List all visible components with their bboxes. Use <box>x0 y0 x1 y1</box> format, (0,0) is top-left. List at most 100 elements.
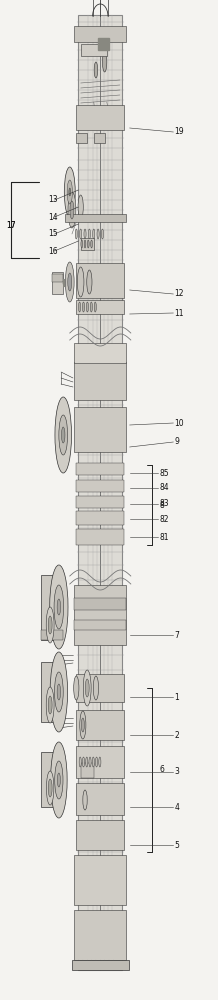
Text: 15: 15 <box>48 230 58 238</box>
Text: 9: 9 <box>174 438 179 446</box>
Polygon shape <box>98 38 109 50</box>
Circle shape <box>48 616 52 634</box>
Circle shape <box>81 240 83 248</box>
Circle shape <box>99 757 101 767</box>
Text: 17: 17 <box>7 221 16 230</box>
Circle shape <box>84 229 86 239</box>
Bar <box>76 674 124 702</box>
Bar <box>65 214 126 222</box>
Circle shape <box>48 696 52 714</box>
Bar <box>41 662 63 722</box>
Circle shape <box>97 229 99 239</box>
Bar <box>74 407 126 452</box>
Circle shape <box>89 757 91 767</box>
Circle shape <box>46 687 54 723</box>
Bar <box>76 529 124 545</box>
Circle shape <box>48 779 52 797</box>
Circle shape <box>46 607 54 643</box>
Text: 10: 10 <box>174 418 184 428</box>
Bar <box>76 511 124 525</box>
Circle shape <box>92 757 94 767</box>
Text: 13: 13 <box>48 196 58 205</box>
Bar <box>74 910 126 960</box>
Circle shape <box>87 270 92 294</box>
Circle shape <box>75 229 77 239</box>
Bar <box>74 362 126 400</box>
Bar <box>81 763 94 778</box>
Bar <box>78 15 122 970</box>
Text: 19: 19 <box>174 127 184 136</box>
Text: 4: 4 <box>174 802 179 812</box>
Text: 16: 16 <box>48 246 58 255</box>
Circle shape <box>101 229 104 239</box>
Circle shape <box>90 302 92 312</box>
Circle shape <box>81 718 84 732</box>
Circle shape <box>68 273 72 291</box>
Circle shape <box>50 652 68 732</box>
Circle shape <box>67 180 72 204</box>
Bar <box>76 300 124 314</box>
Circle shape <box>68 192 76 228</box>
Text: 7: 7 <box>174 631 179 640</box>
Circle shape <box>64 167 75 217</box>
Text: 8: 8 <box>159 500 164 510</box>
Bar <box>81 44 107 56</box>
Bar <box>76 263 124 298</box>
Bar <box>76 783 124 815</box>
Circle shape <box>93 229 95 239</box>
Text: 11: 11 <box>174 308 184 318</box>
Circle shape <box>82 302 85 312</box>
Circle shape <box>86 302 89 312</box>
Text: 14: 14 <box>48 213 58 222</box>
Text: 83: 83 <box>159 499 169 508</box>
Text: 81: 81 <box>159 532 169 542</box>
Circle shape <box>61 427 65 443</box>
Bar <box>74 620 126 630</box>
Bar <box>76 820 124 850</box>
Circle shape <box>86 757 88 767</box>
Circle shape <box>82 757 85 767</box>
Text: 6: 6 <box>159 766 164 774</box>
Circle shape <box>102 52 107 72</box>
Bar <box>81 238 94 250</box>
Circle shape <box>80 711 86 739</box>
Bar <box>74 855 126 905</box>
Bar <box>76 463 124 475</box>
Circle shape <box>95 757 98 767</box>
Circle shape <box>65 262 74 302</box>
Text: 17: 17 <box>7 221 16 230</box>
Text: 12: 12 <box>174 290 184 298</box>
Circle shape <box>87 240 89 248</box>
Bar <box>74 26 126 42</box>
Circle shape <box>57 773 60 787</box>
Circle shape <box>85 679 89 697</box>
Circle shape <box>78 195 83 219</box>
Circle shape <box>83 790 87 810</box>
Text: 3: 3 <box>174 768 179 776</box>
Circle shape <box>57 684 61 700</box>
Bar <box>76 496 124 508</box>
Circle shape <box>57 599 61 615</box>
Circle shape <box>54 585 64 629</box>
Text: 5: 5 <box>174 840 179 850</box>
Text: 1: 1 <box>174 692 179 702</box>
Bar <box>76 746 124 778</box>
Text: 84: 84 <box>159 484 169 492</box>
Circle shape <box>74 676 79 700</box>
Bar <box>74 343 126 363</box>
Text: 82: 82 <box>159 514 169 524</box>
Circle shape <box>46 771 54 805</box>
Circle shape <box>55 761 63 799</box>
Text: 85: 85 <box>159 468 169 478</box>
Circle shape <box>54 672 63 712</box>
Circle shape <box>91 240 92 248</box>
Bar <box>76 133 87 143</box>
Bar <box>74 598 126 610</box>
Circle shape <box>80 229 82 239</box>
Circle shape <box>59 415 68 455</box>
Polygon shape <box>63 279 64 287</box>
Circle shape <box>83 670 91 706</box>
Circle shape <box>70 201 74 219</box>
Bar <box>41 575 63 640</box>
Circle shape <box>94 302 96 312</box>
